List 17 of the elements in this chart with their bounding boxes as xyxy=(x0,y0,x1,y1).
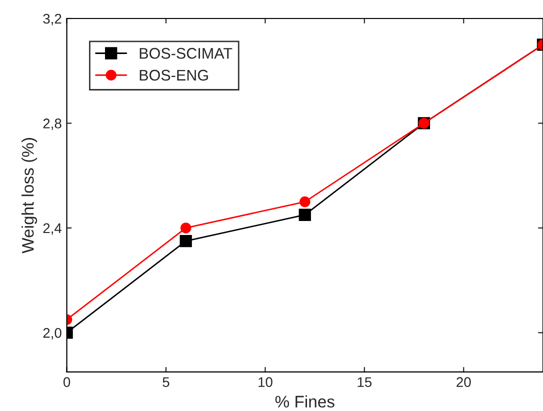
y-tick-label: 3,2 xyxy=(43,14,62,26)
x-tick-label: 20 xyxy=(456,377,471,388)
x-tick-label: 10 xyxy=(258,377,272,388)
y-tick-label: 2,8 xyxy=(43,118,62,130)
x-axis-title: % Fines xyxy=(275,395,334,408)
x-tick-label: 5 xyxy=(162,377,170,388)
y-tick-label: 2,4 xyxy=(43,223,62,235)
legend-label: BOS-ENG xyxy=(140,70,208,81)
point xyxy=(300,196,310,208)
point xyxy=(180,222,192,234)
y-tick-label: 2,0 xyxy=(43,328,62,340)
x-tick-label: 15 xyxy=(358,377,372,388)
point xyxy=(180,234,192,248)
x-tick-label: 0 xyxy=(63,377,70,388)
legend-label: BOS-SCIMAT xyxy=(140,48,232,59)
y-axis-title: Weight loss (%) xyxy=(22,138,38,254)
point xyxy=(298,208,311,221)
